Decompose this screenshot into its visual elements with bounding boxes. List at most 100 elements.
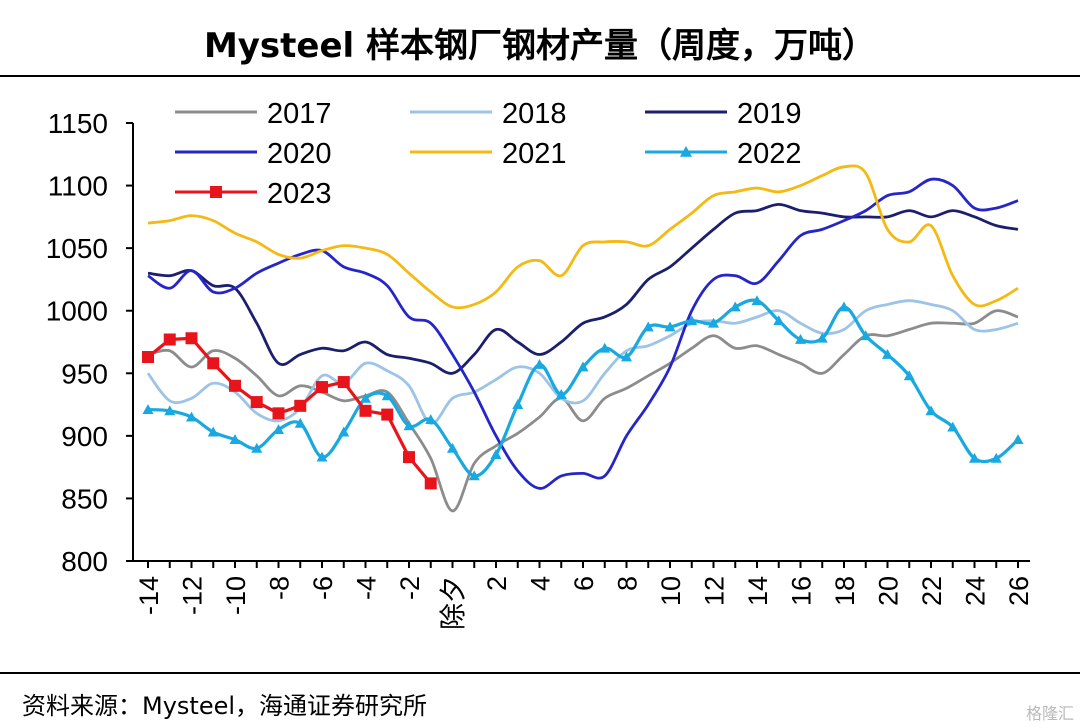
y-tick-label: 800 <box>61 546 108 577</box>
legend-label: 2018 <box>502 98 567 130</box>
series-2019 <box>147 202 1019 375</box>
x-tick-label: -12 <box>178 576 208 615</box>
legend: 2017 2018 2019 2020 2021 2022 2023 <box>175 98 802 210</box>
data-point-2022 <box>795 333 806 344</box>
data-point-2023 <box>185 332 198 345</box>
series-2022 <box>142 295 1024 481</box>
data-point-2022 <box>360 392 371 403</box>
legend-item-2021: 2021 <box>410 138 567 170</box>
legend-marker <box>210 186 222 198</box>
x-tick-label: 12 <box>700 576 730 606</box>
data-point-2023 <box>229 379 241 392</box>
legend-label: 2022 <box>737 138 802 170</box>
x-tick-label: 22 <box>917 576 947 606</box>
x-tick-label: 除夕 <box>439 576 469 630</box>
x-tick-label: 6 <box>569 576 599 591</box>
data-point-2022 <box>534 359 545 369</box>
legend-item-2018: 2018 <box>410 98 567 130</box>
series-2021 <box>147 164 1019 310</box>
x-tick-label: -4 <box>352 576 382 600</box>
series-line-2020 <box>147 177 1019 490</box>
legend-label: 2019 <box>737 98 802 130</box>
data-point-2022 <box>882 349 893 359</box>
series-2020 <box>147 177 1019 490</box>
data-point-2022 <box>207 426 219 437</box>
data-point-2022 <box>316 451 328 462</box>
y-tick-label: 850 <box>61 483 108 514</box>
series-line-2019 <box>147 202 1019 375</box>
legend-label: 2021 <box>502 138 567 170</box>
x-tick-label: 14 <box>743 576 773 606</box>
data-point-2022 <box>251 442 263 453</box>
data-point-2022 <box>686 315 698 326</box>
data-point-2022 <box>577 361 589 372</box>
data-point-2022 <box>925 405 937 416</box>
data-point-2023 <box>142 351 154 364</box>
data-point-2023 <box>250 396 263 409</box>
series-2018 <box>146 299 1019 425</box>
y-tick-label: 1050 <box>46 233 108 264</box>
top-rule <box>0 75 1080 77</box>
legend-item-2017: 2017 <box>175 98 332 130</box>
legend-label: 2020 <box>267 138 332 170</box>
data-point-2022 <box>294 417 306 428</box>
y-tick-label: 1150 <box>48 108 108 139</box>
data-point-2022 <box>664 321 676 332</box>
data-point-2022 <box>425 414 437 424</box>
x-tick-label: 18 <box>830 576 860 606</box>
legend-marker <box>680 146 692 157</box>
series-layer <box>142 164 1024 513</box>
legend-item-2023: 2023 <box>175 178 332 210</box>
data-point-2022 <box>947 421 959 432</box>
x-tick-label: 20 <box>874 576 904 606</box>
data-point-2022 <box>838 301 850 312</box>
watermark: 格隆汇 <box>1025 704 1074 723</box>
legend-item-2020: 2020 <box>175 138 332 170</box>
x-tick-label: 26 <box>1004 576 1034 606</box>
x-tick-label: 2 <box>482 576 512 591</box>
x-tick-label: -2 <box>395 576 425 600</box>
series-2023 <box>142 332 437 490</box>
x-tick-label: 16 <box>787 576 817 606</box>
data-point-2022 <box>468 470 480 481</box>
data-point-2022 <box>751 295 763 306</box>
data-point-2023 <box>403 451 415 464</box>
data-point-2022 <box>903 370 915 381</box>
y-tick-label: 900 <box>61 421 108 452</box>
x-tick-label: -8 <box>265 576 295 600</box>
legend-label: 2023 <box>267 178 332 210</box>
data-point-2023 <box>294 399 307 412</box>
x-tick-label: 8 <box>613 576 643 591</box>
x-tick-label: -6 <box>308 576 338 600</box>
data-point-2022 <box>273 424 284 434</box>
data-point-2023 <box>337 376 350 389</box>
data-point-2022 <box>142 404 154 414</box>
data-point-2022 <box>512 399 524 409</box>
data-point-2022 <box>555 389 567 399</box>
legend-item-2019: 2019 <box>645 98 802 130</box>
data-point-2022 <box>621 351 632 362</box>
x-tick-label: 4 <box>526 576 556 591</box>
x-tick-label: 10 <box>656 576 686 606</box>
data-point-2022 <box>403 420 415 431</box>
data-point-2022 <box>490 449 502 460</box>
data-point-2022 <box>860 330 872 341</box>
data-point-2023 <box>163 333 176 346</box>
data-point-2022 <box>447 442 458 453</box>
data-point-2022 <box>1012 434 1024 445</box>
data-point-2022 <box>642 321 654 332</box>
data-point-2022 <box>186 411 197 422</box>
data-point-2023 <box>381 408 394 421</box>
data-point-2022 <box>816 332 828 343</box>
data-point-2022 <box>599 342 611 353</box>
series-line-2017 <box>147 309 1019 513</box>
series-line-2018 <box>146 299 1019 425</box>
x-tick-label: -10 <box>221 576 251 615</box>
y-tick-label: 1100 <box>48 171 108 202</box>
series-2017 <box>147 309 1019 513</box>
x-tick-label: 24 <box>961 576 991 606</box>
data-point-2022 <box>969 452 980 463</box>
legend-label: 2017 <box>267 98 332 130</box>
